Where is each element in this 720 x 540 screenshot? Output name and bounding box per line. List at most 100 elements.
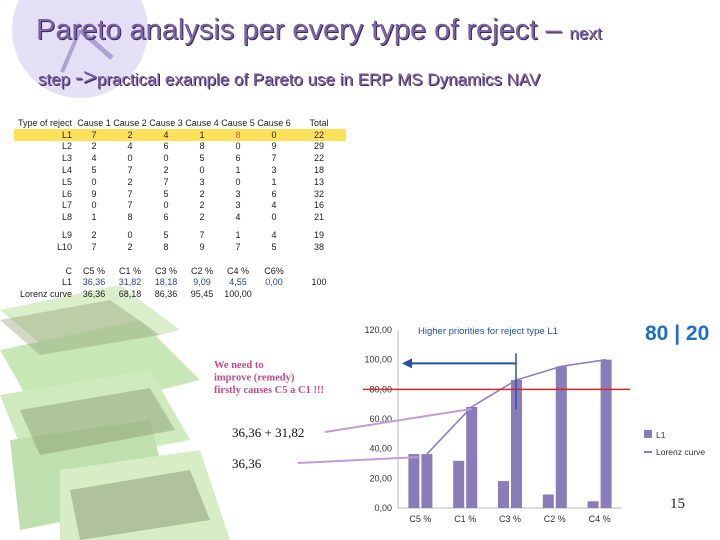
table-cell: 9,09 bbox=[193, 277, 211, 288]
legend-swatch-l1 bbox=[644, 430, 652, 438]
y-tick-label: 20,00 bbox=[369, 473, 392, 483]
table-cell: 0 bbox=[91, 176, 97, 187]
table-cell: 2 bbox=[163, 165, 169, 176]
table-cell: 4 bbox=[271, 200, 277, 211]
table-cell: Type of reject bbox=[17, 117, 72, 128]
table-cell: 4 bbox=[148, 128, 184, 141]
table-cell: C2 % bbox=[190, 265, 213, 276]
table-row: L7 0 7 0 2 3 4 16 bbox=[14, 200, 346, 212]
table-cell: 2 bbox=[112, 128, 148, 141]
bar-l1 bbox=[587, 501, 599, 508]
table-cell: Cause 2 bbox=[113, 117, 147, 128]
table-cell: 1 bbox=[91, 212, 97, 223]
table-cell: 0,00 bbox=[265, 277, 283, 288]
table-cell: 8 bbox=[220, 128, 256, 141]
table-cell: Cause 4 bbox=[185, 117, 219, 128]
table-cell: 16 bbox=[313, 200, 324, 211]
table-cell: 4 bbox=[271, 230, 277, 241]
table-row: L3 4 0 0 5 6 7 22 bbox=[14, 152, 346, 164]
table-cell: C6% bbox=[264, 265, 284, 276]
table-cell: 22 bbox=[292, 128, 346, 141]
table-cell: 9 bbox=[91, 188, 97, 199]
sum-annotation: 36,36 + 31,82 bbox=[232, 425, 304, 440]
table-row: L6 9 7 5 2 3 6 32 bbox=[14, 188, 346, 200]
x-tick-label: C5 % bbox=[409, 514, 431, 524]
table-cell: 7 bbox=[127, 188, 133, 199]
x-tick-label: C3 % bbox=[499, 514, 521, 524]
table-cell: C5 % bbox=[82, 265, 105, 276]
table-cell: 5 bbox=[163, 188, 169, 199]
improve-annotation: We need to improve (remedy) firstly causes… bbox=[214, 360, 324, 396]
pareto-8020-logo: 80 | 20 bbox=[645, 322, 710, 345]
y-tick-label: 0,00 bbox=[374, 503, 392, 513]
table-cell: 2 bbox=[127, 241, 133, 252]
bar-l1 bbox=[498, 481, 509, 508]
table-cell: 6 bbox=[271, 188, 277, 199]
table-cell: 100 bbox=[311, 277, 327, 288]
improve-annotation-line: We need to bbox=[214, 360, 264, 371]
table-cell: 0 bbox=[163, 200, 169, 211]
table-cell: 22 bbox=[313, 153, 324, 164]
table-cell: 2 bbox=[199, 200, 205, 211]
legend-label-lorenz: Lorenz curve bbox=[656, 447, 705, 457]
x-tick-label: C2 % bbox=[544, 514, 566, 524]
table-cell: 2 bbox=[91, 230, 97, 241]
x-tick-label: C1 % bbox=[454, 514, 476, 524]
single-annotation: 36,36 bbox=[232, 456, 262, 471]
table-cell: 7 bbox=[235, 241, 241, 252]
y-tick-label: 40,00 bbox=[369, 444, 392, 454]
table-cell: 1 bbox=[184, 128, 220, 141]
table-cell: 6 bbox=[163, 212, 169, 223]
table-cell: 0 bbox=[127, 230, 133, 241]
table-header-row: Type of reject Cause 1 Cause 2 Cause 3 Cause… bbox=[14, 117, 346, 129]
table-cell: 21 bbox=[313, 212, 324, 223]
table-cell: 6 bbox=[163, 141, 169, 152]
priority-annotation: Higher priorities for reject type L1 bbox=[418, 326, 558, 337]
single-connector-line bbox=[297, 456, 419, 464]
table-cell: 0 bbox=[127, 153, 133, 164]
table-cell: 8 bbox=[127, 212, 133, 223]
table-cell: 5 bbox=[271, 241, 277, 252]
table-cell: 2 bbox=[127, 176, 133, 187]
table-cell: 1 bbox=[235, 165, 241, 176]
table-cell: L7 bbox=[61, 200, 72, 211]
slide-subtitle: step ->practical example of Pareto use i… bbox=[38, 64, 541, 91]
table-row: L4 5 7 2 0 1 3 18 bbox=[14, 164, 346, 176]
table-cell: 3 bbox=[199, 176, 205, 187]
page-number: 15 bbox=[670, 496, 685, 512]
table-cell: 1 bbox=[235, 230, 241, 241]
improve-annotation-line: improve (remedy) bbox=[214, 373, 295, 384]
legend-label-l1: L1 bbox=[656, 430, 666, 440]
table-cell: 4 bbox=[235, 212, 241, 223]
table-cell: Cause 1 bbox=[77, 117, 111, 128]
bar-l1 bbox=[453, 460, 465, 508]
bar-l1 bbox=[408, 454, 420, 508]
table-cell: 13 bbox=[313, 176, 324, 187]
table-cell: 7 bbox=[76, 128, 112, 141]
bar-l1 bbox=[542, 494, 554, 508]
table-cell: 100,00 bbox=[224, 289, 252, 300]
table-cell: 4,55 bbox=[229, 277, 247, 288]
table-cell: 0 bbox=[91, 200, 97, 211]
table-cell: L3 bbox=[61, 153, 72, 164]
table-cell: 6 bbox=[235, 153, 241, 164]
y-tick-label: 120,00 bbox=[364, 325, 392, 335]
table-cell: 86,36 bbox=[154, 289, 178, 300]
table-cell: 7 bbox=[163, 176, 169, 187]
table-cell: 2 bbox=[199, 212, 205, 223]
table-row: L9 2 0 5 7 1 4 19 bbox=[14, 229, 346, 241]
table-cell: Cause 5 bbox=[221, 117, 255, 128]
table-cell: 7 bbox=[127, 165, 133, 176]
table-cell: 2 bbox=[199, 188, 205, 199]
x-tick-label: C4 % bbox=[589, 514, 611, 524]
table-row: L10 7 2 8 9 7 5 38 bbox=[14, 241, 346, 253]
table-cell: 8 bbox=[199, 141, 205, 152]
table-row: L2 2 4 6 8 0 9 29 bbox=[14, 141, 346, 153]
table-cell: C3 % bbox=[154, 265, 177, 276]
table-cell: L4 bbox=[61, 165, 72, 176]
pareto-header-row: C C5 % C1 % C3 % C2 % C4 % C6% bbox=[14, 265, 346, 277]
table-cell: 0 bbox=[256, 128, 292, 141]
table-row: L1 7 2 4 1 8 0 22 bbox=[14, 128, 346, 141]
table-cell: Lorenz curve bbox=[19, 289, 72, 300]
